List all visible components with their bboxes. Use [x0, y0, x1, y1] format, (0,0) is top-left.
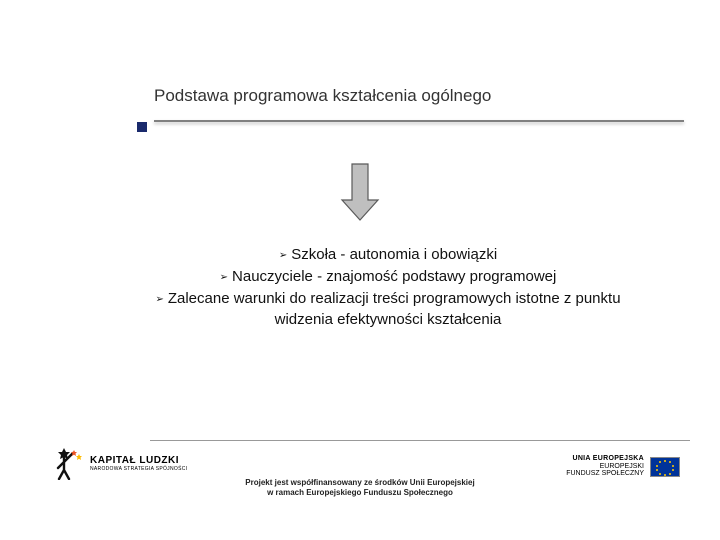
footer-line-2: w ramach Europejskiego Funduszu Społeczn… [267, 488, 453, 497]
logo-right-text: UNIA EUROPEJSKA EUROPEJSKI FUNDUSZ SPOŁE… [566, 455, 644, 478]
slide-title: Podstawa programowa kształcenia ogólnego [154, 86, 680, 112]
logo-left-sub: NARODOWA STRATEGIA SPÓJNOŚCI [90, 467, 187, 472]
slide: Podstawa programowa kształcenia ogólnego… [0, 0, 720, 540]
bullet-item: ➢Nauczyciele - znajomość podstawy progra… [138, 266, 638, 288]
eu-stars [651, 458, 679, 476]
chevron-icon: ➢ [220, 272, 232, 283]
chevron-icon: ➢ [155, 294, 167, 305]
bullet-text: Zalecane warunki do realizacji treści pr… [168, 290, 621, 329]
logo-eu: UNIA EUROPEJSKA EUROPEJSKI FUNDUSZ SPOŁE… [566, 455, 680, 478]
footer-line-1: Projekt jest współfinansowany ze środków… [245, 478, 474, 487]
footer-divider [150, 440, 690, 441]
logo-right-line2: FUNDUSZ SPOŁECZNY [566, 470, 644, 478]
bullet-item: ➢Szkoła - autonomia i obowiązki [138, 244, 638, 266]
eu-flag-icon [650, 457, 680, 477]
title-block: Podstawa programowa kształcenia ogólnego [154, 86, 680, 122]
person-star-icon [56, 448, 84, 480]
bullet-text: Szkoła - autonomia i obowiązki [291, 246, 497, 263]
logo-left-text: KAPITAŁ LUDZKI NARODOWA STRATEGIA SPÓJNO… [90, 456, 187, 472]
down-arrow-icon [340, 162, 380, 227]
chevron-icon: ➢ [279, 250, 291, 261]
logo-right-top: UNIA EUROPEJSKA [566, 455, 644, 463]
footer-text: Projekt jest współfinansowany ze środków… [0, 478, 720, 499]
arrow-path [342, 164, 378, 220]
content-block: ➢Szkoła - autonomia i obowiązki ➢Nauczyc… [138, 244, 638, 331]
logo-kapital-ludzki: KAPITAŁ LUDZKI NARODOWA STRATEGIA SPÓJNO… [56, 448, 187, 480]
corner-square-icon [137, 122, 147, 132]
bullet-text: Nauczyciele - znajomość podstawy program… [232, 268, 556, 285]
title-underline [154, 120, 684, 122]
logo-right-line1: EUROPEJSKI [566, 463, 644, 471]
bullet-item: ➢Zalecane warunki do realizacji treści p… [138, 288, 638, 332]
